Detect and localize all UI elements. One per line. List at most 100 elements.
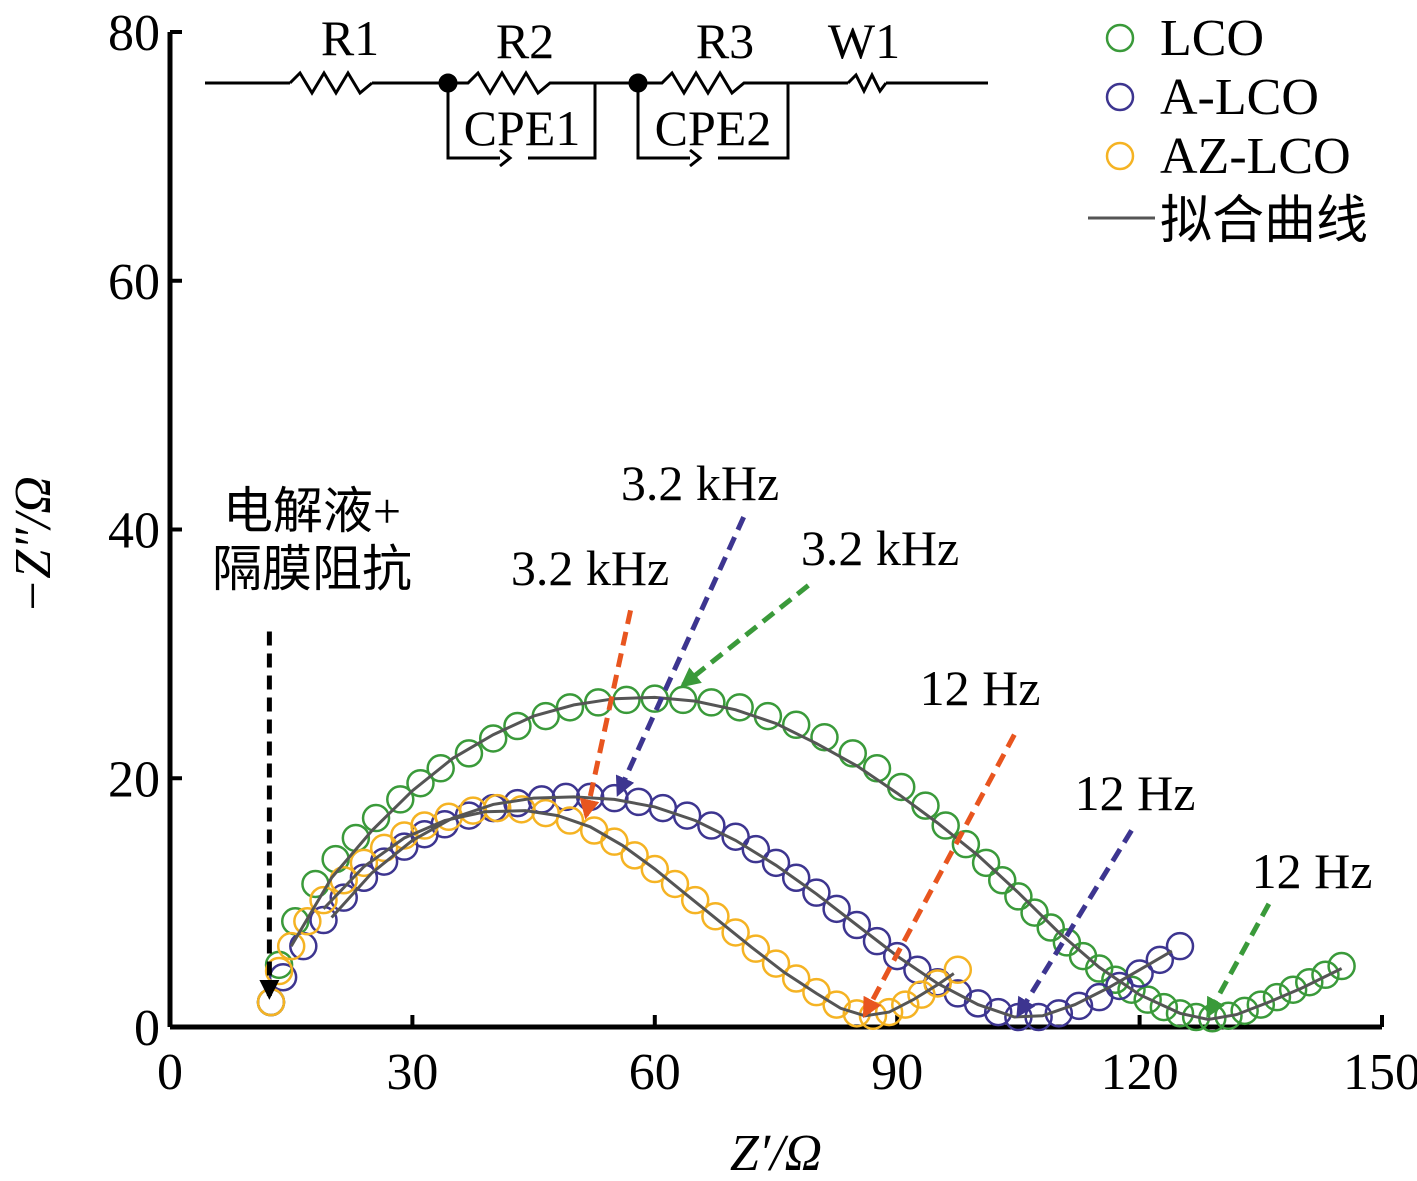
data-point-az-lco [276,931,306,961]
data-point-a-lco [672,801,702,830]
data-point-az-lco [349,848,379,878]
annotation: 电解液+隔膜阻抗 [212,483,412,1000]
legend-item-az-lco: AZ-LCO [1105,128,1351,185]
data-point-az-lco [701,902,730,931]
data-point-lco [1246,990,1276,1019]
data-point-lco [1004,882,1033,911]
data-point-lco [810,722,839,752]
circuit-label-cpe1: CPE1 [464,100,581,156]
data-point-lco [781,710,811,740]
data-point-lco [1295,967,1324,997]
resistor-r2-symbol [448,70,595,96]
data-point-az-lco [600,827,629,856]
data-point-az-lco [369,833,399,863]
data-point-a-lco [268,963,298,992]
annotation-label: 3.2 kHz [511,540,669,596]
y-tick-label: 20 [108,751,160,808]
data-point-az-lco [660,869,690,899]
annotation-arrow [679,583,810,688]
data-point-lco [1084,954,1114,983]
data-point-a-lco [761,848,791,878]
y-tick-label: 0 [134,1000,160,1057]
fit-curve [330,795,1173,1019]
data-point-lco [1327,951,1356,981]
annotation: 3.2 kHz [615,455,779,797]
resistor-r3-symbol [638,70,788,96]
legend-marker-lco [1105,23,1135,53]
warburg-w1-symbol [846,71,888,95]
data-point-az-lco [943,955,973,985]
legend: LCO A-LCO AZ-LCO 拟合曲线 [1088,10,1368,250]
data-point-az-lco [680,885,710,915]
annotation-arrow [615,516,746,797]
data-point-az-lco [620,841,649,870]
data-point-az-lco [822,990,851,1019]
data-point-lco [454,739,484,768]
x-tick-label: 60 [629,1044,681,1101]
circuit-label-cpe2: CPE2 [655,100,772,156]
data-point-a-lco [862,926,892,956]
data-point-az-lco [923,969,952,998]
data-point-az-lco [761,949,791,978]
annotation-arrow [579,609,634,820]
data-point-a-lco [1165,931,1195,961]
data-point-a-lco [1125,959,1154,988]
fit-curve [289,695,1343,1022]
annotation-label: 12 Hz [1075,765,1196,821]
legend-label-lco: LCO [1160,10,1264,67]
cpe2-symbol [689,148,703,168]
data-point-lco [1117,975,1146,1004]
x-tick-label: 0 [157,1044,183,1101]
data-point-lco [838,739,868,768]
annotation-label: 12 Hz [920,660,1041,716]
data-point-az-lco [293,907,322,936]
cpe2-branch-right [718,83,790,160]
circuit-label-r3: R3 [696,13,754,69]
data-point-lco [555,693,585,722]
y-tick-label: 80 [108,5,160,62]
circuit-label-r2: R2 [496,13,554,69]
data-point-a-lco [802,878,831,907]
data-point-lco [987,865,1017,895]
fit-layer [289,695,1343,1022]
x-tick-label: 120 [1101,1044,1179,1101]
data-point-lco [1036,913,1065,942]
data-point-lco [1149,992,1179,1022]
legend-label-az-lco: AZ-LCO [1160,128,1351,185]
legend-item-fit: 拟合曲线 [1088,193,1368,250]
data-point-lco [951,829,981,859]
circuit-label-w1: W1 [828,13,900,69]
data-point-az-lco [802,977,831,1007]
data-point-lco [478,724,508,753]
data-point-lco [1262,982,1292,1012]
data-point-lco [1165,999,1195,1028]
x-tick-label: 30 [386,1044,438,1101]
annotation-arrow [1016,829,1134,1018]
x-axis-title: Z′/Ω [730,1125,822,1181]
data-point-lco [1311,960,1340,990]
cpe2-branch [636,83,690,160]
data-point-lco [386,785,415,814]
annotation-label: 3.2 kHz [801,520,959,576]
data-point-lco [301,869,330,899]
x-tick-label: 150 [1343,1044,1417,1101]
series-lco [256,684,1356,1033]
data-point-az-lco [907,980,936,1009]
legend-item-lco: LCO [1105,10,1264,67]
data-point-a-lco [781,863,811,892]
legend-item-a-lco: A-LCO [1105,69,1319,126]
data-point-lco [971,848,1001,878]
annotation: 12 Hz [1016,765,1196,1018]
data-point-lco [361,803,391,833]
y-tick-label: 60 [108,254,160,311]
cpe1-symbol [499,148,513,168]
data-point-a-lco [882,941,912,971]
data-point-lco [1133,985,1162,1014]
annotation-label: 3.2 kHz [621,455,779,511]
data-point-a-lco [1105,971,1134,1001]
annotation-label: 电解液+ [223,483,401,539]
y-axis-title: −Z″/Ω [5,476,62,614]
data-point-a-lco [822,894,851,924]
resistor-r1-symbol [288,70,373,96]
annotation-label: 12 Hz [1252,843,1373,899]
